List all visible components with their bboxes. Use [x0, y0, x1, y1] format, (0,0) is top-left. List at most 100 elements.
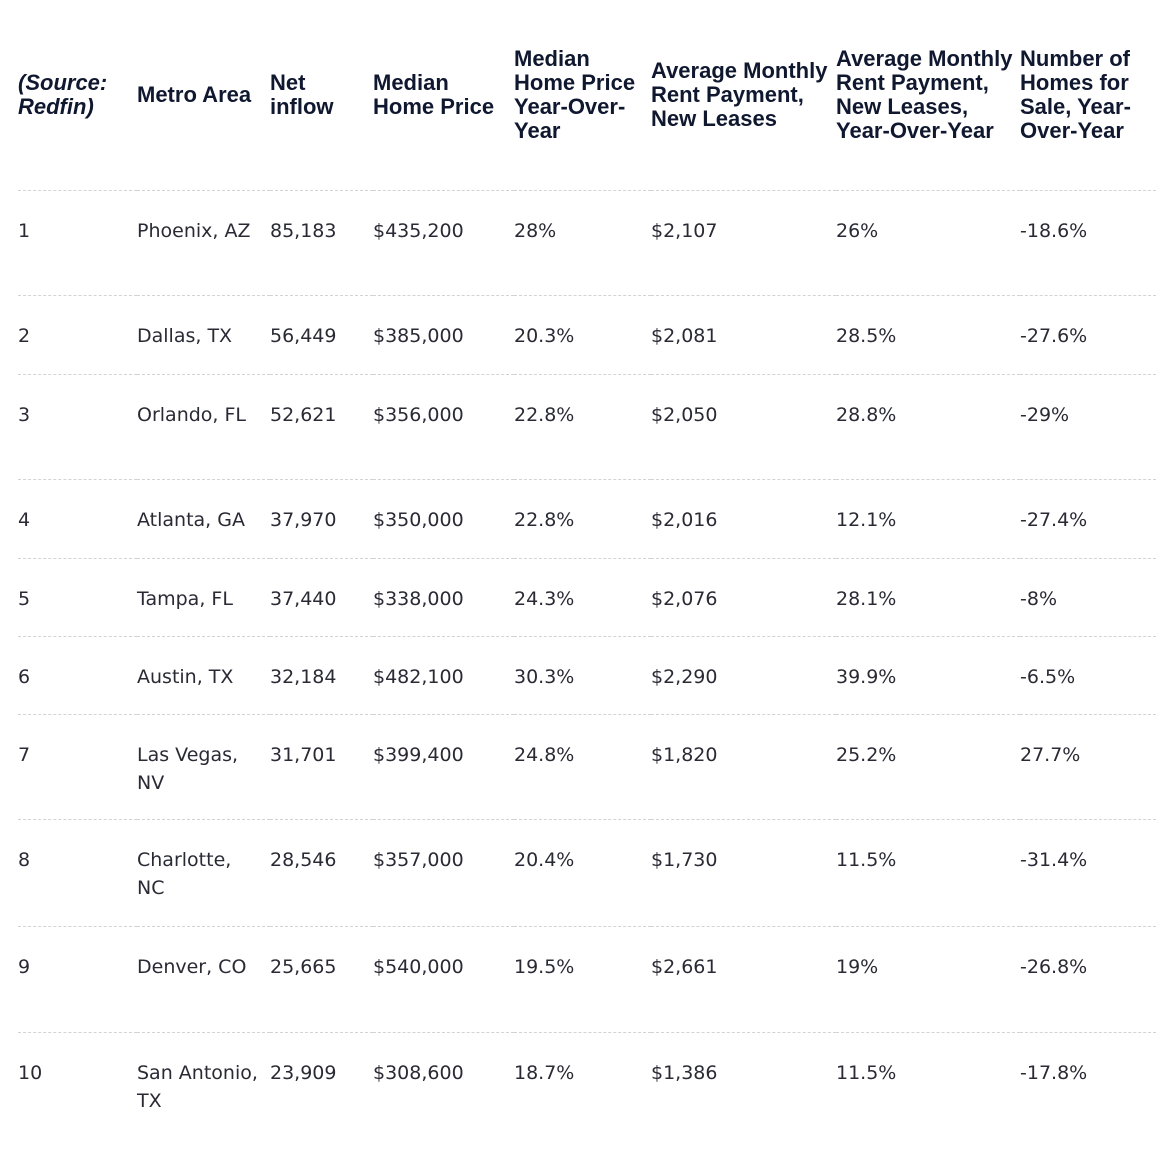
homes-for-sale-yoy-cell: -31.4% — [1020, 819, 1156, 927]
homes-for-sale-yoy-cell: 27.7% — [1020, 714, 1156, 820]
header-row: (Source: Redfin) Metro Area Net inflow M… — [18, 0, 1156, 191]
metro-cell: Dallas, TX — [137, 295, 270, 375]
table-body: 1 Phoenix, AZ 85,183 $435,200 28% $2,107… — [18, 190, 1156, 1166]
rank-cell: 5 — [18, 558, 137, 637]
rank-cell: 4 — [18, 479, 137, 559]
net-inflow-cell: 25,665 — [270, 926, 373, 1033]
header-source: (Source: Redfin) — [18, 0, 137, 191]
avg-rent-yoy-cell: 26% — [836, 190, 1020, 296]
median-price-yoy-cell: 19.5% — [514, 926, 651, 1033]
metro-cell: Tampa, FL — [137, 558, 270, 637]
header-metro-area: Metro Area — [137, 0, 270, 191]
rank-cell: 6 — [18, 636, 137, 715]
net-inflow-cell: 31,701 — [270, 714, 373, 820]
homes-for-sale-yoy-cell: -26.8% — [1020, 926, 1156, 1033]
homes-for-sale-yoy-cell: -18.6% — [1020, 190, 1156, 296]
table-row: 1 Phoenix, AZ 85,183 $435,200 28% $2,107… — [18, 190, 1156, 296]
median-price-cell: $357,000 — [373, 819, 514, 927]
avg-rent-yoy-cell: 11.5% — [836, 1062, 897, 1084]
median-price-cell: $399,400 — [373, 714, 514, 820]
metro-cell: Phoenix, AZ — [137, 190, 270, 296]
avg-rent-cell: $2,076 — [651, 558, 836, 637]
table-row: 3 Orlando, FL 52,621 $356,000 22.8% $2,0… — [18, 374, 1156, 480]
homes-for-sale-yoy-cell: -8% — [1020, 558, 1156, 637]
avg-rent-yoy-cell: 12.1% — [836, 479, 1020, 559]
homes-for-sale-yoy-cell: -6.5% — [1020, 636, 1156, 715]
median-price-yoy-cell: 24.3% — [514, 558, 651, 637]
metro-migration-table: (Source: Redfin) Metro Area Net inflow M… — [18, 0, 1156, 1165]
avg-rent-yoy-cell: 39.9% — [836, 636, 1020, 715]
table-row: 2 Dallas, TX 56,449 $385,000 20.3% $2,08… — [18, 295, 1156, 375]
median-price-cell: $338,000 — [373, 558, 514, 637]
homes-for-sale-yoy-cell: -17.8% — [1020, 1062, 1088, 1084]
avg-rent-yoy-cell: 11.5% — [836, 819, 1020, 927]
median-price-cell: $435,200 — [373, 190, 514, 296]
table-row: 5 Tampa, FL 37,440 $338,000 24.3% $2,076… — [18, 558, 1156, 637]
metro-cell: Orlando, FL — [137, 374, 270, 480]
homes-for-sale-yoy-cell: -27.4% — [1020, 479, 1156, 559]
avg-rent-yoy-cell: 19% — [836, 926, 1020, 1033]
header-median-home-price: Median Home Price — [373, 0, 514, 191]
rank-cell: 10 — [18, 1062, 43, 1084]
header-median-price-yoy: Median Home Price Year-Over-Year — [514, 0, 651, 191]
avg-rent-cell: $2,107 — [651, 190, 836, 296]
avg-rent-yoy-cell: 28.5% — [836, 295, 1020, 375]
median-price-cell: $350,000 — [373, 479, 514, 559]
header-avg-rent: Average Monthly Rent Payment, New Leases — [651, 0, 836, 191]
net-inflow-cell: 28,546 — [270, 819, 373, 927]
net-inflow-cell: 23,909 — [270, 1062, 337, 1084]
avg-rent-cell: $2,050 — [651, 374, 836, 480]
table-row: 9 Denver, CO 25,665 $540,000 19.5% $2,66… — [18, 926, 1156, 1033]
median-price-yoy-cell: 22.8% — [514, 479, 651, 559]
median-price-yoy-cell: 28% — [514, 190, 651, 296]
median-price-yoy-cell: 24.8% — [514, 714, 651, 820]
median-price-cell: $540,000 — [373, 926, 514, 1033]
header-net-inflow: Net inflow — [270, 0, 373, 191]
homes-for-sale-yoy-cell: -27.6% — [1020, 295, 1156, 375]
table-row: 4 Atlanta, GA 37,970 $350,000 22.8% $2,0… — [18, 479, 1156, 559]
avg-rent-cell: $2,016 — [651, 479, 836, 559]
median-price-yoy-cell: 20.4% — [514, 819, 651, 927]
avg-rent-cell: $1,386 — [651, 1062, 718, 1084]
median-price-yoy-cell: 22.8% — [514, 374, 651, 480]
table-row: 10 San Antonio, TX 23,909 $308,600 18.7%… — [18, 1033, 1156, 1166]
table-row: 8 Charlotte, NC 28,546 $357,000 20.4% $1… — [18, 819, 1156, 927]
rank-cell: 9 — [18, 926, 137, 1033]
metro-cell: Charlotte, NC — [137, 819, 270, 927]
net-inflow-cell: 32,184 — [270, 636, 373, 715]
avg-rent-cell: $2,290 — [651, 636, 836, 715]
avg-rent-cell: $2,661 — [651, 926, 836, 1033]
metro-cell: Las Vegas, NV — [137, 714, 270, 820]
metro-cell: Atlanta, GA — [137, 479, 270, 559]
net-inflow-cell: 37,440 — [270, 558, 373, 637]
rank-cell: 1 — [18, 190, 137, 296]
metro-cell: Austin, TX — [137, 636, 270, 715]
table-row: 6 Austin, TX 32,184 $482,100 30.3% $2,29… — [18, 636, 1156, 715]
rank-cell: 3 — [18, 374, 137, 480]
metro-cell: San Antonio, TX — [137, 1062, 258, 1112]
avg-rent-cell: $1,820 — [651, 714, 836, 820]
rank-cell: 2 — [18, 295, 137, 375]
rank-cell: 7 — [18, 714, 137, 820]
table-row: 7 Las Vegas, NV 31,701 $399,400 24.8% $1… — [18, 714, 1156, 820]
median-price-cell: $385,000 — [373, 295, 514, 375]
net-inflow-cell: 56,449 — [270, 295, 373, 375]
avg-rent-yoy-cell: 28.8% — [836, 374, 1020, 480]
avg-rent-yoy-cell: 28.1% — [836, 558, 1020, 637]
net-inflow-cell: 52,621 — [270, 374, 373, 480]
rank-cell: 8 — [18, 819, 137, 927]
avg-rent-cell: $1,730 — [651, 819, 836, 927]
metro-cell: Denver, CO — [137, 926, 270, 1033]
header-homes-for-sale-yoy: Number of Homes for Sale, Year-Over-Year — [1020, 0, 1156, 191]
median-price-cell: $482,100 — [373, 636, 514, 715]
net-inflow-cell: 85,183 — [270, 190, 373, 296]
homes-for-sale-yoy-cell: -29% — [1020, 374, 1156, 480]
table-header: (Source: Redfin) Metro Area Net inflow M… — [18, 0, 1156, 191]
net-inflow-cell: 37,970 — [270, 479, 373, 559]
avg-rent-cell: $2,081 — [651, 295, 836, 375]
median-price-yoy-cell: 20.3% — [514, 295, 651, 375]
median-price-cell: $356,000 — [373, 374, 514, 480]
header-avg-rent-yoy: Average Monthly Rent Payment, New Leases… — [836, 0, 1020, 191]
avg-rent-yoy-cell: 25.2% — [836, 714, 1020, 820]
median-price-yoy-cell: 30.3% — [514, 636, 651, 715]
